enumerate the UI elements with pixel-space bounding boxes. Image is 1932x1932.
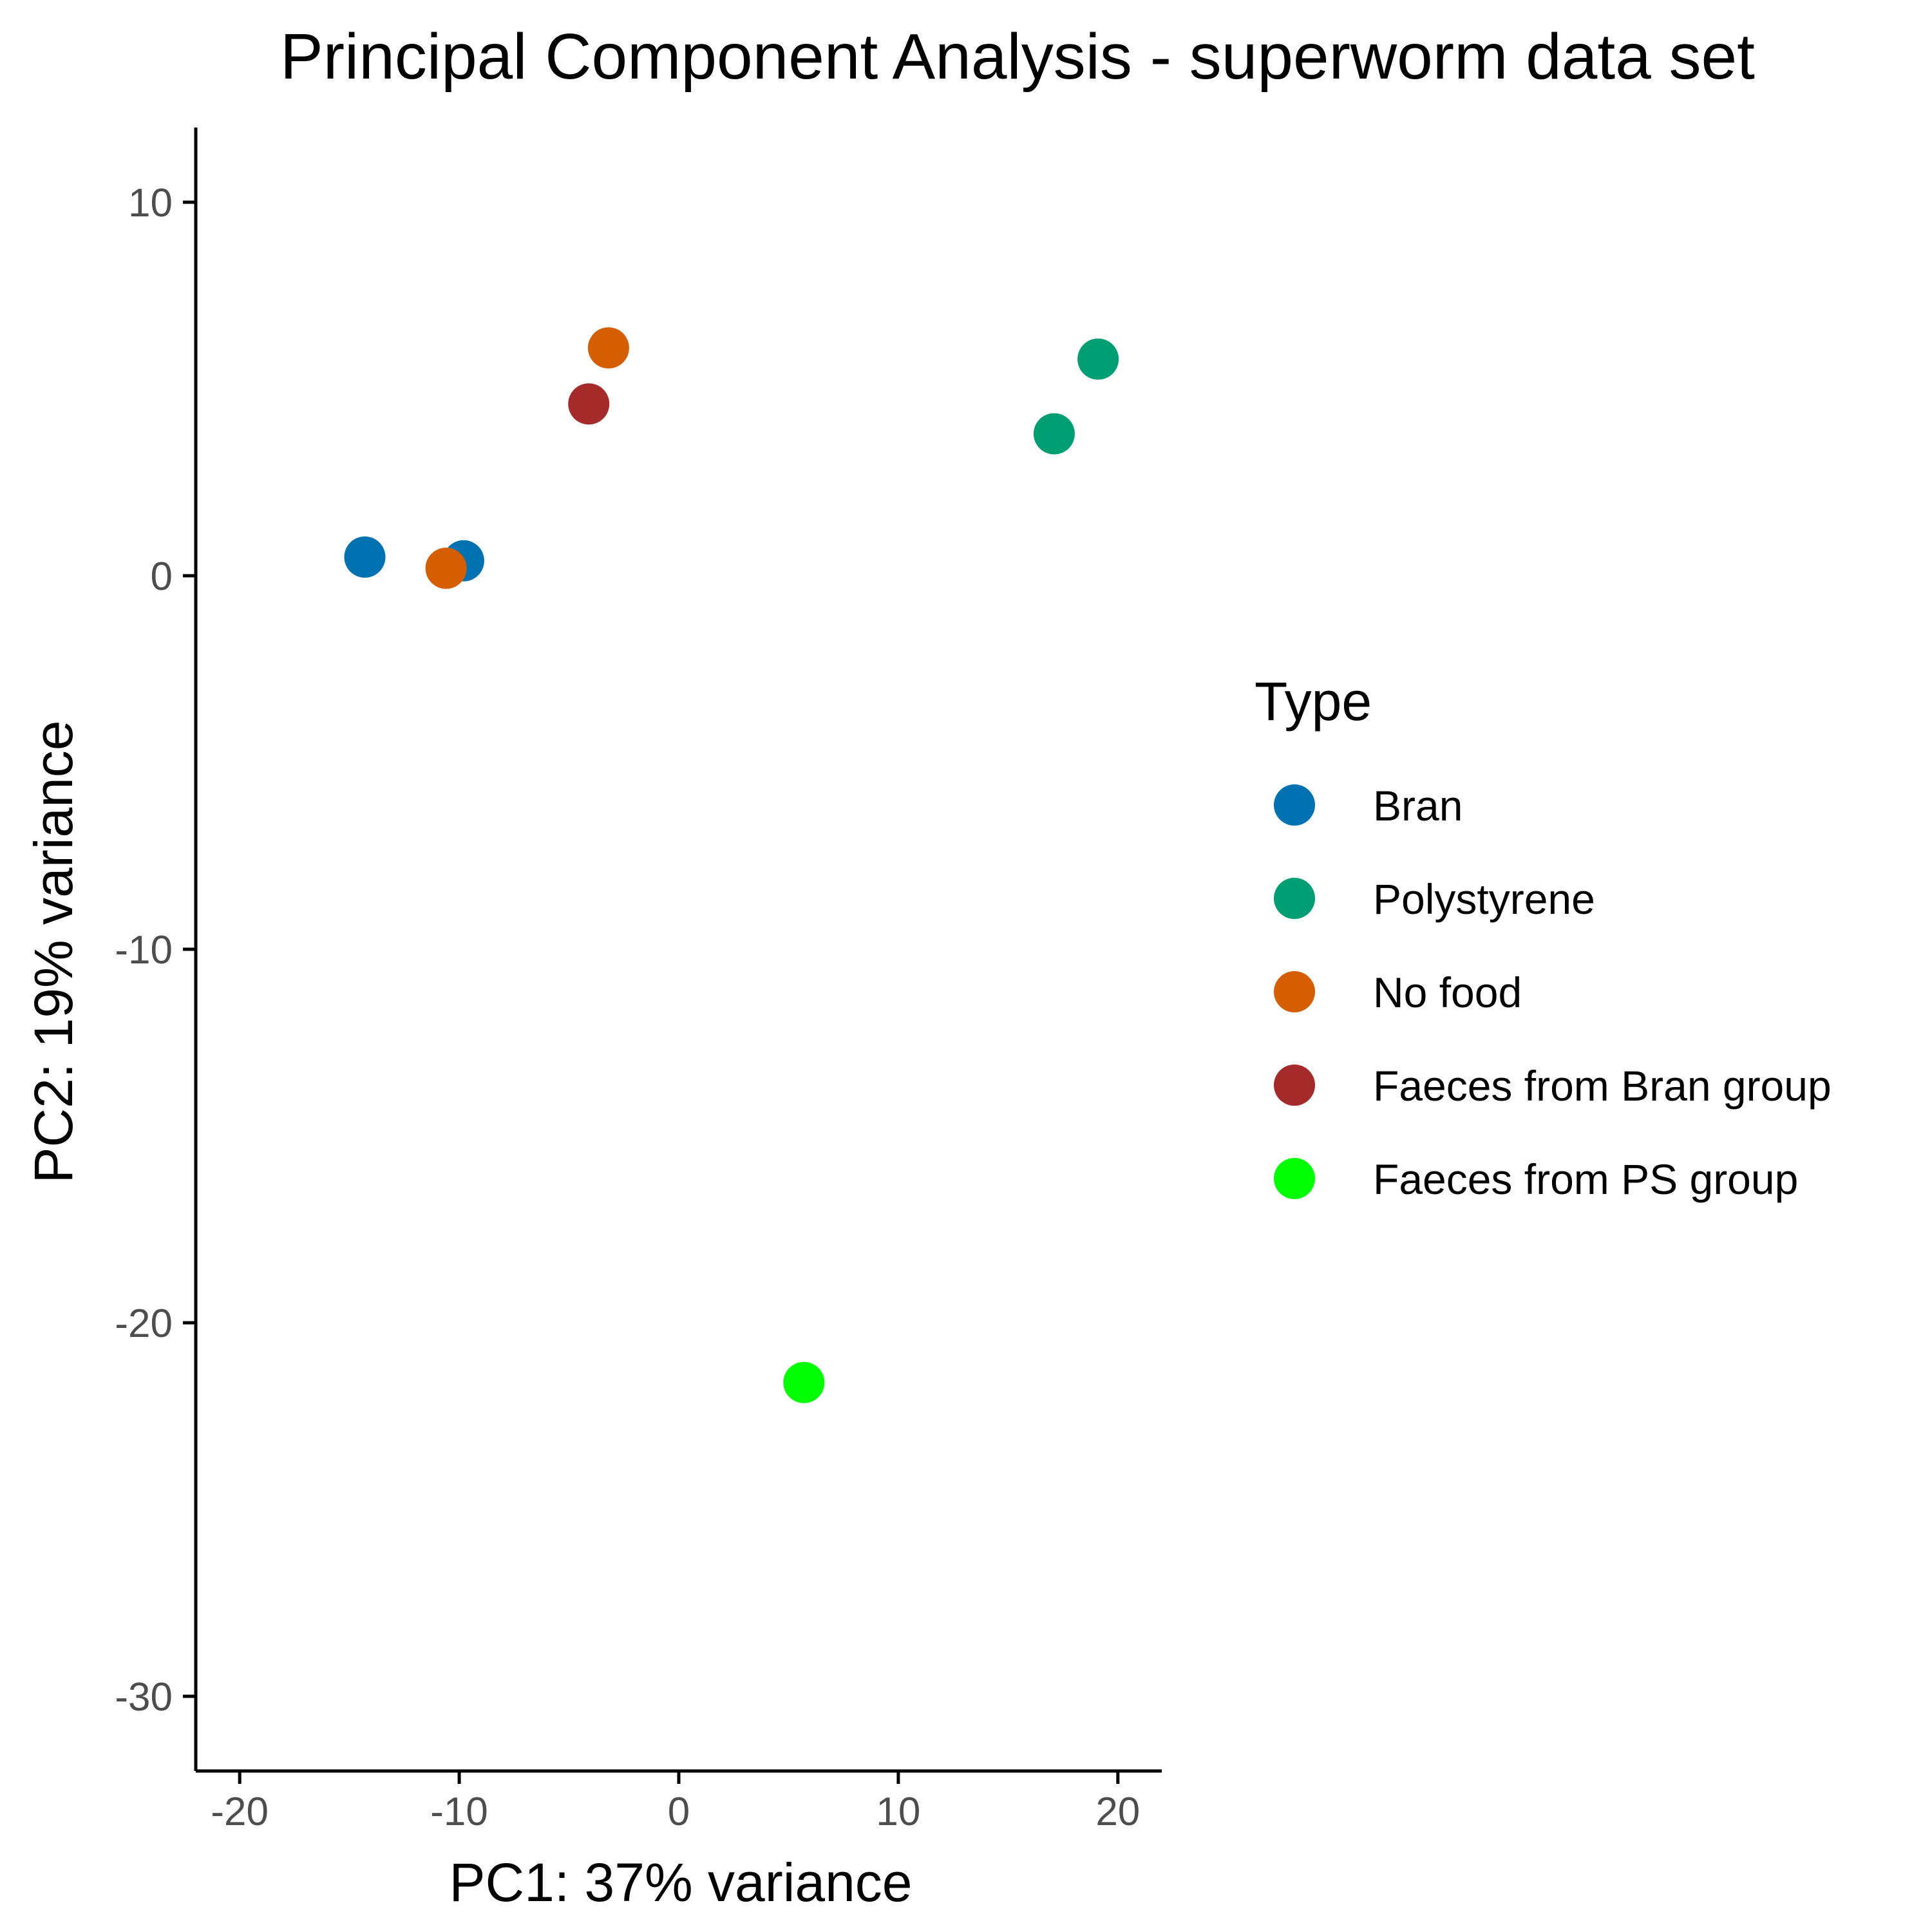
data-point-polystyrene (1033, 413, 1075, 455)
legend: Type Bran Polystyrene No food Faeces from B… (1255, 671, 1832, 1203)
chart-title: Principal Component Analysis - superworm… (280, 21, 1755, 93)
data-points (344, 327, 1119, 1403)
data-point-polystyrene (1077, 338, 1119, 380)
x-axis: -20 -10 0 10 20 (196, 1769, 1162, 1834)
legend-key-faeces-from-bran-group (1274, 1065, 1315, 1106)
legend-key-bran (1274, 784, 1315, 826)
legend-title: Type (1255, 671, 1372, 732)
y-tick-label: 0 (151, 554, 173, 599)
x-tick-label: -10 (430, 1790, 488, 1834)
x-axis-title: PC1: 37% variance (449, 1852, 912, 1913)
legend-key-faeces-from-ps-group (1274, 1158, 1315, 1199)
legend-key-polystyrene (1274, 878, 1315, 919)
x-tick-label: 10 (876, 1790, 920, 1834)
y-tick-label: -10 (115, 928, 173, 972)
legend-label-faeces-from-bran-group: Faeces from Bran group (1373, 1062, 1832, 1110)
y-tick-label: -30 (115, 1675, 173, 1719)
legend-label-polystyrene: Polystyrene (1373, 875, 1595, 923)
data-point-bran (344, 536, 386, 578)
y-tick-label: -20 (115, 1302, 173, 1346)
y-axis-title: PC2: 19% variance (23, 720, 84, 1183)
data-point-faeces-from-bran-group (568, 383, 610, 425)
x-tick-label: 0 (668, 1790, 690, 1834)
legend-key-no-food (1274, 971, 1315, 1012)
legend-label-faeces-from-ps-group: Faeces from PS group (1373, 1155, 1798, 1203)
x-tick-label: -20 (211, 1790, 269, 1834)
legend-label-bran: Bran (1373, 782, 1463, 829)
x-tick-label: 20 (1095, 1790, 1140, 1834)
y-tick-label: 10 (128, 181, 173, 225)
data-point-no-food (425, 547, 467, 589)
data-point-faeces-from-ps-group (783, 1361, 825, 1403)
legend-label-no-food: No food (1373, 969, 1522, 1016)
y-axis: 10 0 -10 -20 -30 (115, 128, 198, 1771)
data-point-no-food (587, 327, 629, 369)
